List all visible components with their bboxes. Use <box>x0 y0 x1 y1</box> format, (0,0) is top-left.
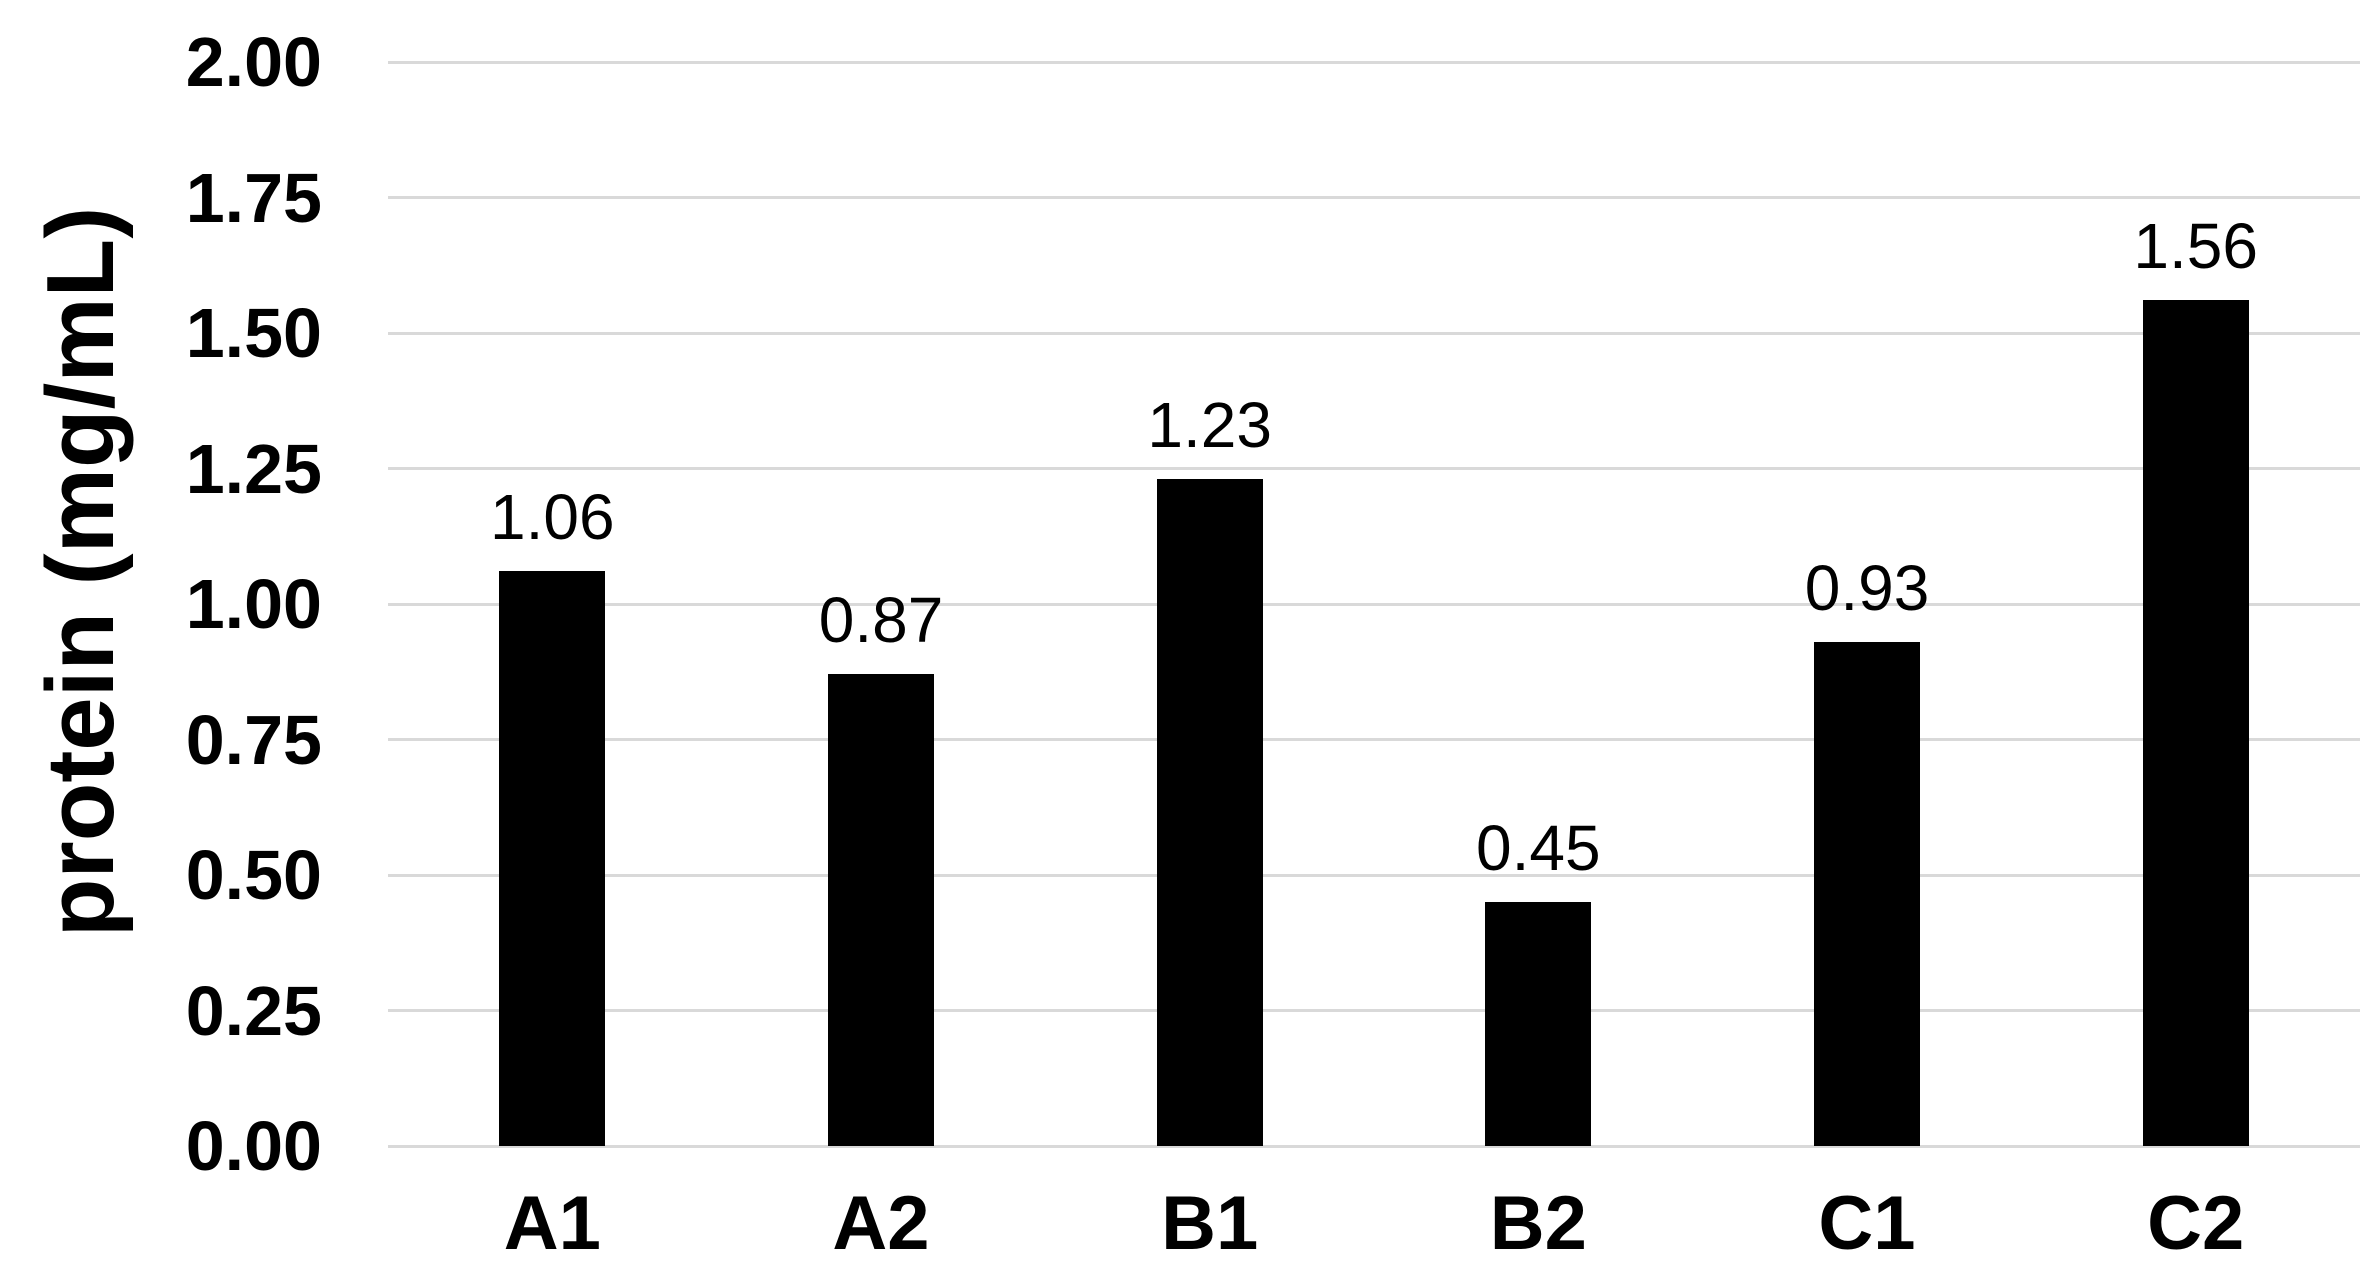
y-tick-label: 0.75 <box>185 700 322 779</box>
bar <box>1485 902 1592 1146</box>
gridline <box>388 873 2360 877</box>
bar-value-label: 0.45 <box>1476 812 1601 885</box>
y-tick-label: 0.50 <box>185 836 322 914</box>
y-tick-label: 0.25 <box>185 971 322 1050</box>
bar <box>1814 641 1920 1146</box>
bar <box>828 674 934 1146</box>
y-axis-tick-labels: 0.00 0.25 0.50 0.75 1.00 1.25 1.50 1.75 2.00 <box>0 0 322 1277</box>
plot-area: 1.06 0.87 1.23 0.45 0.93 1.56 <box>388 60 2360 1148</box>
y-tick-label: 1.25 <box>185 429 322 508</box>
gridline <box>388 196 2360 199</box>
x-category-label: C2 <box>2147 1181 2245 1266</box>
gridline <box>388 602 2360 606</box>
gridline <box>388 738 2360 741</box>
x-category-label: C1 <box>1818 1181 1916 1266</box>
y-tick-label: 1.75 <box>185 158 322 237</box>
x-category-label: B2 <box>1489 1181 1587 1266</box>
y-tick-label: 1.00 <box>185 565 322 643</box>
x-category-label: A2 <box>832 1181 930 1266</box>
x-category-label: A1 <box>503 1181 601 1266</box>
y-tick-label: 2.00 <box>185 23 322 101</box>
bar <box>499 571 606 1146</box>
gridline <box>388 467 2360 470</box>
bar-value-label: 1.06 <box>490 481 615 554</box>
gridline <box>388 1144 2360 1148</box>
y-tick-label: 0.00 <box>185 1107 322 1185</box>
y-tick-label: 1.50 <box>185 294 322 372</box>
x-category-label: B1 <box>1161 1181 1259 1266</box>
bar-value-label: 1.56 <box>2133 210 2258 283</box>
bar <box>2142 300 2249 1146</box>
bar-value-label: 0.87 <box>818 584 944 657</box>
gridline <box>388 60 2360 64</box>
bar <box>1156 479 1263 1146</box>
gridline <box>388 1009 2360 1012</box>
gridline <box>388 331 2360 335</box>
bar-value-label: 0.93 <box>1804 551 1930 624</box>
bar-value-label: 1.23 <box>1147 389 1272 462</box>
